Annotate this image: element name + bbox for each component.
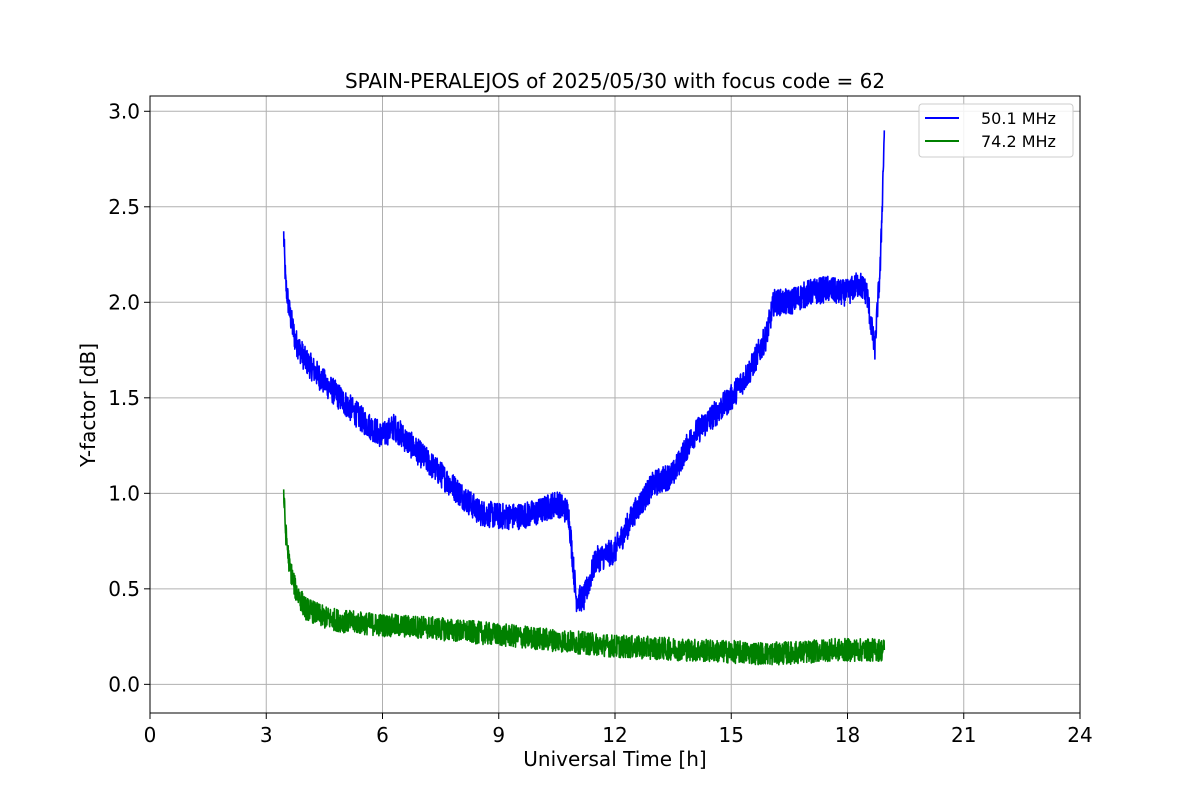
x-axis-ticks: 0 3 6 9 12 15 18 21 24	[144, 713, 1093, 747]
x-axis-label: Universal Time [h]	[523, 747, 706, 771]
y-axis-label: Y-factor [dB]	[76, 343, 100, 468]
y-tick-label: 0.0	[108, 672, 140, 696]
y-tick-label: 1.5	[108, 386, 140, 410]
series-line-1	[282, 130, 886, 613]
x-tick-label: 9	[492, 723, 505, 747]
y-tick-label: 2.5	[108, 195, 140, 219]
y-axis-ticks: 0.0 0.5 1.0 1.5 2.0 2.5 3.0	[108, 99, 150, 696]
y-tick-label: 2.0	[108, 290, 140, 314]
series-line-2	[282, 489, 886, 666]
y-tick-label: 3.0	[108, 99, 140, 123]
legend: 50.1 MHz 74.2 MHz	[918, 103, 1074, 158]
x-tick-label: 0	[144, 723, 157, 747]
x-tick-label: 6	[376, 723, 389, 747]
x-tick-label: 21	[951, 723, 976, 747]
legend-label: 74.2 MHz	[981, 132, 1056, 151]
x-tick-label: 15	[719, 723, 744, 747]
y-tick-label: 0.5	[108, 577, 140, 601]
chart-title: SPAIN-PERALEJOS of 2025/05/30 with focus…	[345, 69, 885, 93]
x-tick-label: 24	[1067, 723, 1092, 747]
grid	[149, 96, 1081, 713]
legend-label: 50.1 MHz	[981, 109, 1056, 128]
x-tick-label: 18	[835, 723, 860, 747]
series-layer	[282, 130, 886, 666]
y-tick-label: 1.0	[108, 481, 140, 505]
x-tick-label: 12	[602, 723, 627, 747]
x-tick-label: 3	[260, 723, 273, 747]
